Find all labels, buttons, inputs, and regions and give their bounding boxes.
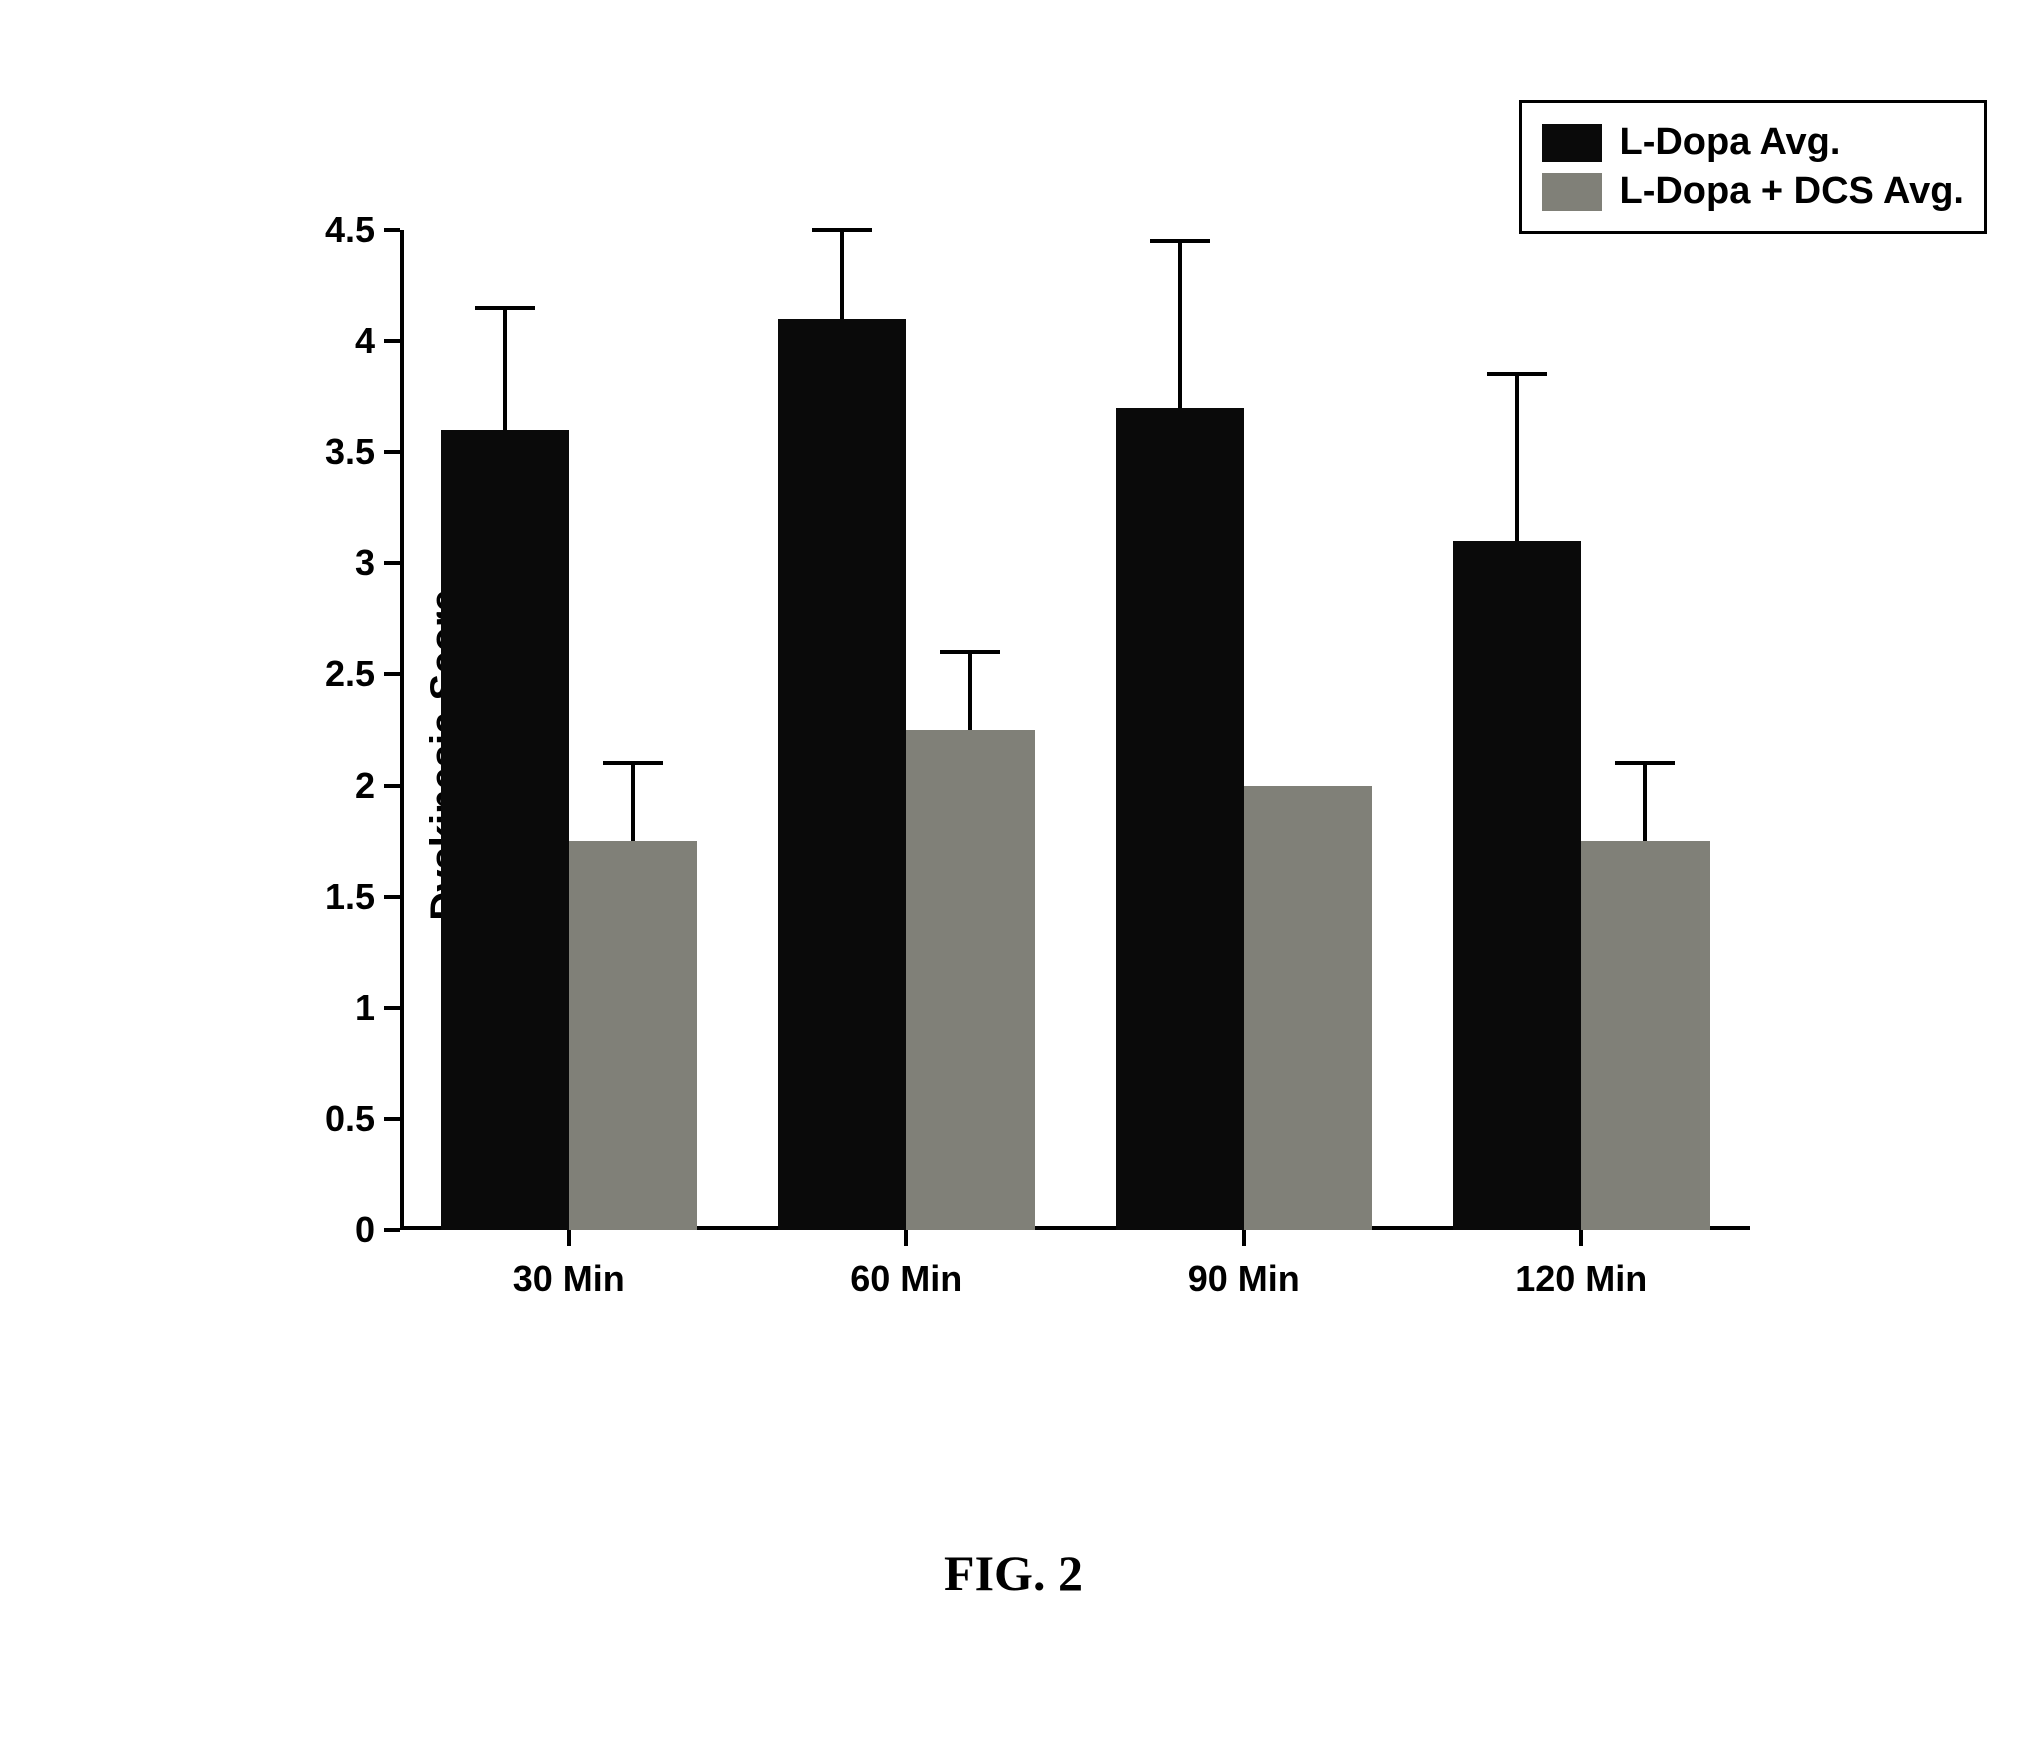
bar-ldopa [441, 430, 569, 1230]
figure-caption: FIG. 2 [944, 1544, 1083, 1602]
y-tick [384, 228, 400, 232]
bar-ldopa-dcs [1244, 786, 1372, 1230]
legend-swatch-0 [1542, 124, 1602, 162]
bar-ldopa-dcs [906, 730, 1034, 1230]
x-tick-label: 120 Min [1515, 1258, 1647, 1300]
y-tick-label: 3 [355, 542, 375, 584]
error-bar-cap [940, 650, 1000, 654]
x-tick [567, 1230, 571, 1246]
legend-item-0: L-Dopa Avg. [1542, 121, 1965, 164]
error-bar-stem [503, 308, 507, 430]
y-tick [384, 339, 400, 343]
y-tick [384, 561, 400, 565]
bar-ldopa [1116, 408, 1244, 1230]
error-bar-cap [1487, 372, 1547, 376]
error-bar-stem [631, 763, 635, 841]
y-tick-label: 0 [355, 1209, 375, 1251]
error-bar-cap [603, 761, 663, 765]
y-tick [384, 1228, 400, 1232]
x-tick [1242, 1230, 1246, 1246]
error-bar-stem [1515, 374, 1519, 541]
x-tick-label: 60 Min [850, 1258, 962, 1300]
error-bar-cap [812, 228, 872, 232]
y-tick [384, 1006, 400, 1010]
y-tick-label: 1.5 [325, 876, 375, 918]
error-bar-cap [1150, 239, 1210, 243]
y-axis-line [400, 230, 404, 1230]
figure-container: L-Dopa Avg. L-Dopa + DCS Avg. Dyskinesia… [0, 0, 2027, 1742]
y-tick-label: 3.5 [325, 431, 375, 473]
bar-ldopa-dcs [1581, 841, 1709, 1230]
y-tick [384, 895, 400, 899]
y-tick [384, 1117, 400, 1121]
x-tick [1579, 1230, 1583, 1246]
y-tick-label: 2.5 [325, 653, 375, 695]
bar-ldopa [1453, 541, 1581, 1230]
error-bar-cap [1615, 761, 1675, 765]
error-bar-stem [840, 230, 844, 319]
y-tick [384, 784, 400, 788]
y-tick-label: 0.5 [325, 1098, 375, 1140]
y-tick [384, 450, 400, 454]
error-bar-stem [968, 652, 972, 730]
plot-area: 00.511.522.533.544.530 Min60 Min90 Min12… [400, 230, 1750, 1230]
y-tick-label: 4 [355, 320, 375, 362]
y-tick-label: 1 [355, 987, 375, 1029]
y-tick-label: 4.5 [325, 209, 375, 251]
error-bar-stem [1643, 763, 1647, 841]
x-tick-label: 90 Min [1188, 1258, 1300, 1300]
y-tick-label: 2 [355, 765, 375, 807]
chart-area: Dyskinesia Score 00.511.522.533.544.530 … [250, 180, 1800, 1330]
error-bar-stem [1178, 241, 1182, 408]
x-tick [904, 1230, 908, 1246]
bar-ldopa [778, 319, 906, 1230]
error-bar-cap [475, 306, 535, 310]
legend-label-0: L-Dopa Avg. [1620, 121, 1841, 164]
bar-ldopa-dcs [569, 841, 697, 1230]
x-tick-label: 30 Min [513, 1258, 625, 1300]
y-tick [384, 672, 400, 676]
